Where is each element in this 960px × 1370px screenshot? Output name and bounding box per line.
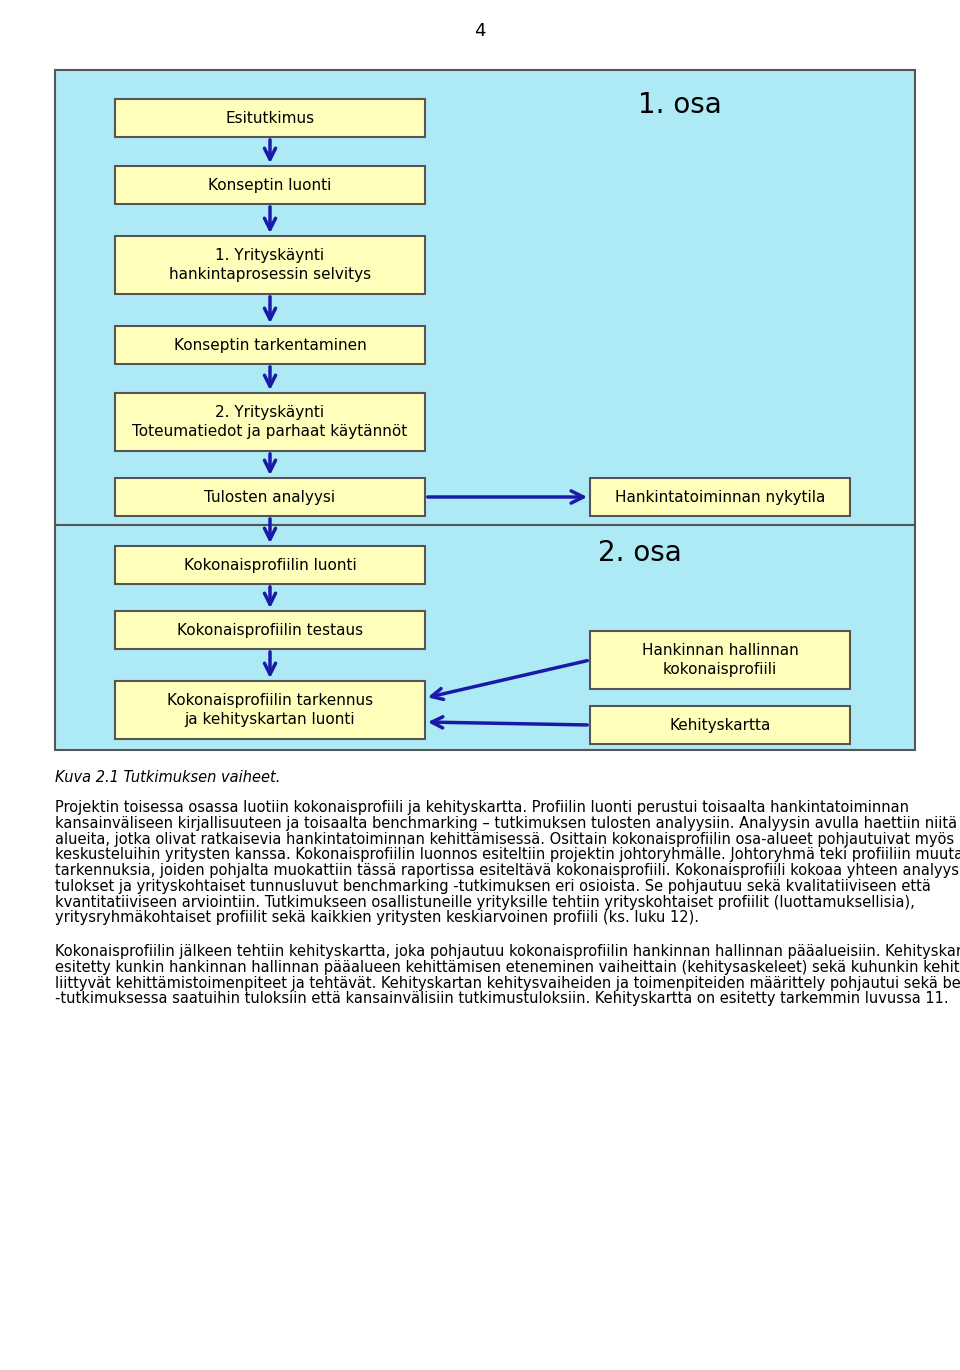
Text: Konseptin luonti: Konseptin luonti xyxy=(208,178,332,193)
Text: Hankinnan hallinnan
kokonaisprofiili: Hankinnan hallinnan kokonaisprofiili xyxy=(641,643,799,677)
Bar xyxy=(115,326,425,364)
Text: Projektin toisessa osassa luotiin kokonaisprofiili ja kehityskartta. Profiilin l: Projektin toisessa osassa luotiin kokona… xyxy=(55,800,909,815)
Bar xyxy=(590,478,850,516)
Text: keskusteluihin yritysten kanssa. Kokonaisprofiilin luonnos esiteltiin projektin : keskusteluihin yritysten kanssa. Kokonai… xyxy=(55,847,960,862)
Bar xyxy=(55,70,915,525)
Text: kansainväliseen kirjallisuuteen ja toisaalta benchmarking – tutkimuksen tulosten: kansainväliseen kirjallisuuteen ja toisa… xyxy=(55,815,960,830)
Bar xyxy=(590,632,850,689)
Text: Kokonaisprofiilin luonti: Kokonaisprofiilin luonti xyxy=(183,558,356,573)
Text: 4: 4 xyxy=(474,22,486,40)
Bar xyxy=(115,236,425,295)
Text: kvantitatiiviseen arviointiin. Tutkimukseen osallistuneille yrityksille tehtiin : kvantitatiiviseen arviointiin. Tutkimuks… xyxy=(55,895,915,910)
Bar xyxy=(590,706,850,744)
Text: 1. osa: 1. osa xyxy=(638,90,722,119)
Text: Kokonaisprofiilin jälkeen tehtiin kehityskartta, joka pohjautuu kokonaisprofiili: Kokonaisprofiilin jälkeen tehtiin kehity… xyxy=(55,944,960,959)
Text: Hankintatoiminnan nykytila: Hankintatoiminnan nykytila xyxy=(614,489,826,504)
Text: Konseptin tarkentaminen: Konseptin tarkentaminen xyxy=(174,337,367,352)
Text: Kehityskartta: Kehityskartta xyxy=(669,718,771,733)
Text: alueita, jotka olivat ratkaisevia hankintatoiminnan kehittämisessä. Osittain kok: alueita, jotka olivat ratkaisevia hankin… xyxy=(55,832,954,847)
Text: Kokonaisprofiilin testaus: Kokonaisprofiilin testaus xyxy=(177,622,363,637)
Text: Kokonaisprofiilin tarkennus
ja kehityskartan luonti: Kokonaisprofiilin tarkennus ja kehityska… xyxy=(167,693,373,727)
Bar xyxy=(115,99,425,137)
Text: -tutkimuksessa saatuihin tuloksiin että kansainvälisiin tutkimustuloksiin. Kehit: -tutkimuksessa saatuihin tuloksiin että … xyxy=(55,992,948,1006)
Text: Kuva 2.1 Tutkimuksen vaiheet.: Kuva 2.1 Tutkimuksen vaiheet. xyxy=(55,770,280,785)
Text: Tulosten analyysi: Tulosten analyysi xyxy=(204,489,336,504)
Text: esitetty kunkin hankinnan hallinnan pääalueen kehittämisen eteneminen vaiheittai: esitetty kunkin hankinnan hallinnan pääa… xyxy=(55,960,960,974)
Text: 2. Yrityskäynti
Toteumatiedot ja parhaat käytännöt: 2. Yrityskäynti Toteumatiedot ja parhaat… xyxy=(132,406,408,438)
Bar xyxy=(55,525,915,749)
Text: tarkennuksia, joiden pohjalta muokattiin tässä raportissa esiteltävä kokonaispro: tarkennuksia, joiden pohjalta muokattiin… xyxy=(55,863,960,878)
Text: 2. osa: 2. osa xyxy=(598,538,682,567)
Bar xyxy=(115,478,425,516)
Bar xyxy=(115,547,425,584)
Bar xyxy=(115,166,425,204)
Text: 1. Yrityskäynti
hankintaprosessin selvitys: 1. Yrityskäynti hankintaprosessin selvit… xyxy=(169,248,372,282)
Bar xyxy=(115,393,425,451)
Text: tulokset ja yrityskohtaiset tunnusluvut benchmarking -tutkimuksen eri osioista. : tulokset ja yrityskohtaiset tunnusluvut … xyxy=(55,878,931,893)
Text: yritysryhmäkohtaiset profiilit sekä kaikkien yritysten keskiarvoinen profiili (k: yritysryhmäkohtaiset profiilit sekä kaik… xyxy=(55,910,699,925)
Text: liittyvät kehittämistoimenpiteet ja tehtävät. Kehityskartan kehitysvaiheiden ja : liittyvät kehittämistoimenpiteet ja teht… xyxy=(55,975,960,991)
Bar xyxy=(115,681,425,738)
Bar xyxy=(115,611,425,649)
Text: Esitutkimus: Esitutkimus xyxy=(226,111,315,126)
